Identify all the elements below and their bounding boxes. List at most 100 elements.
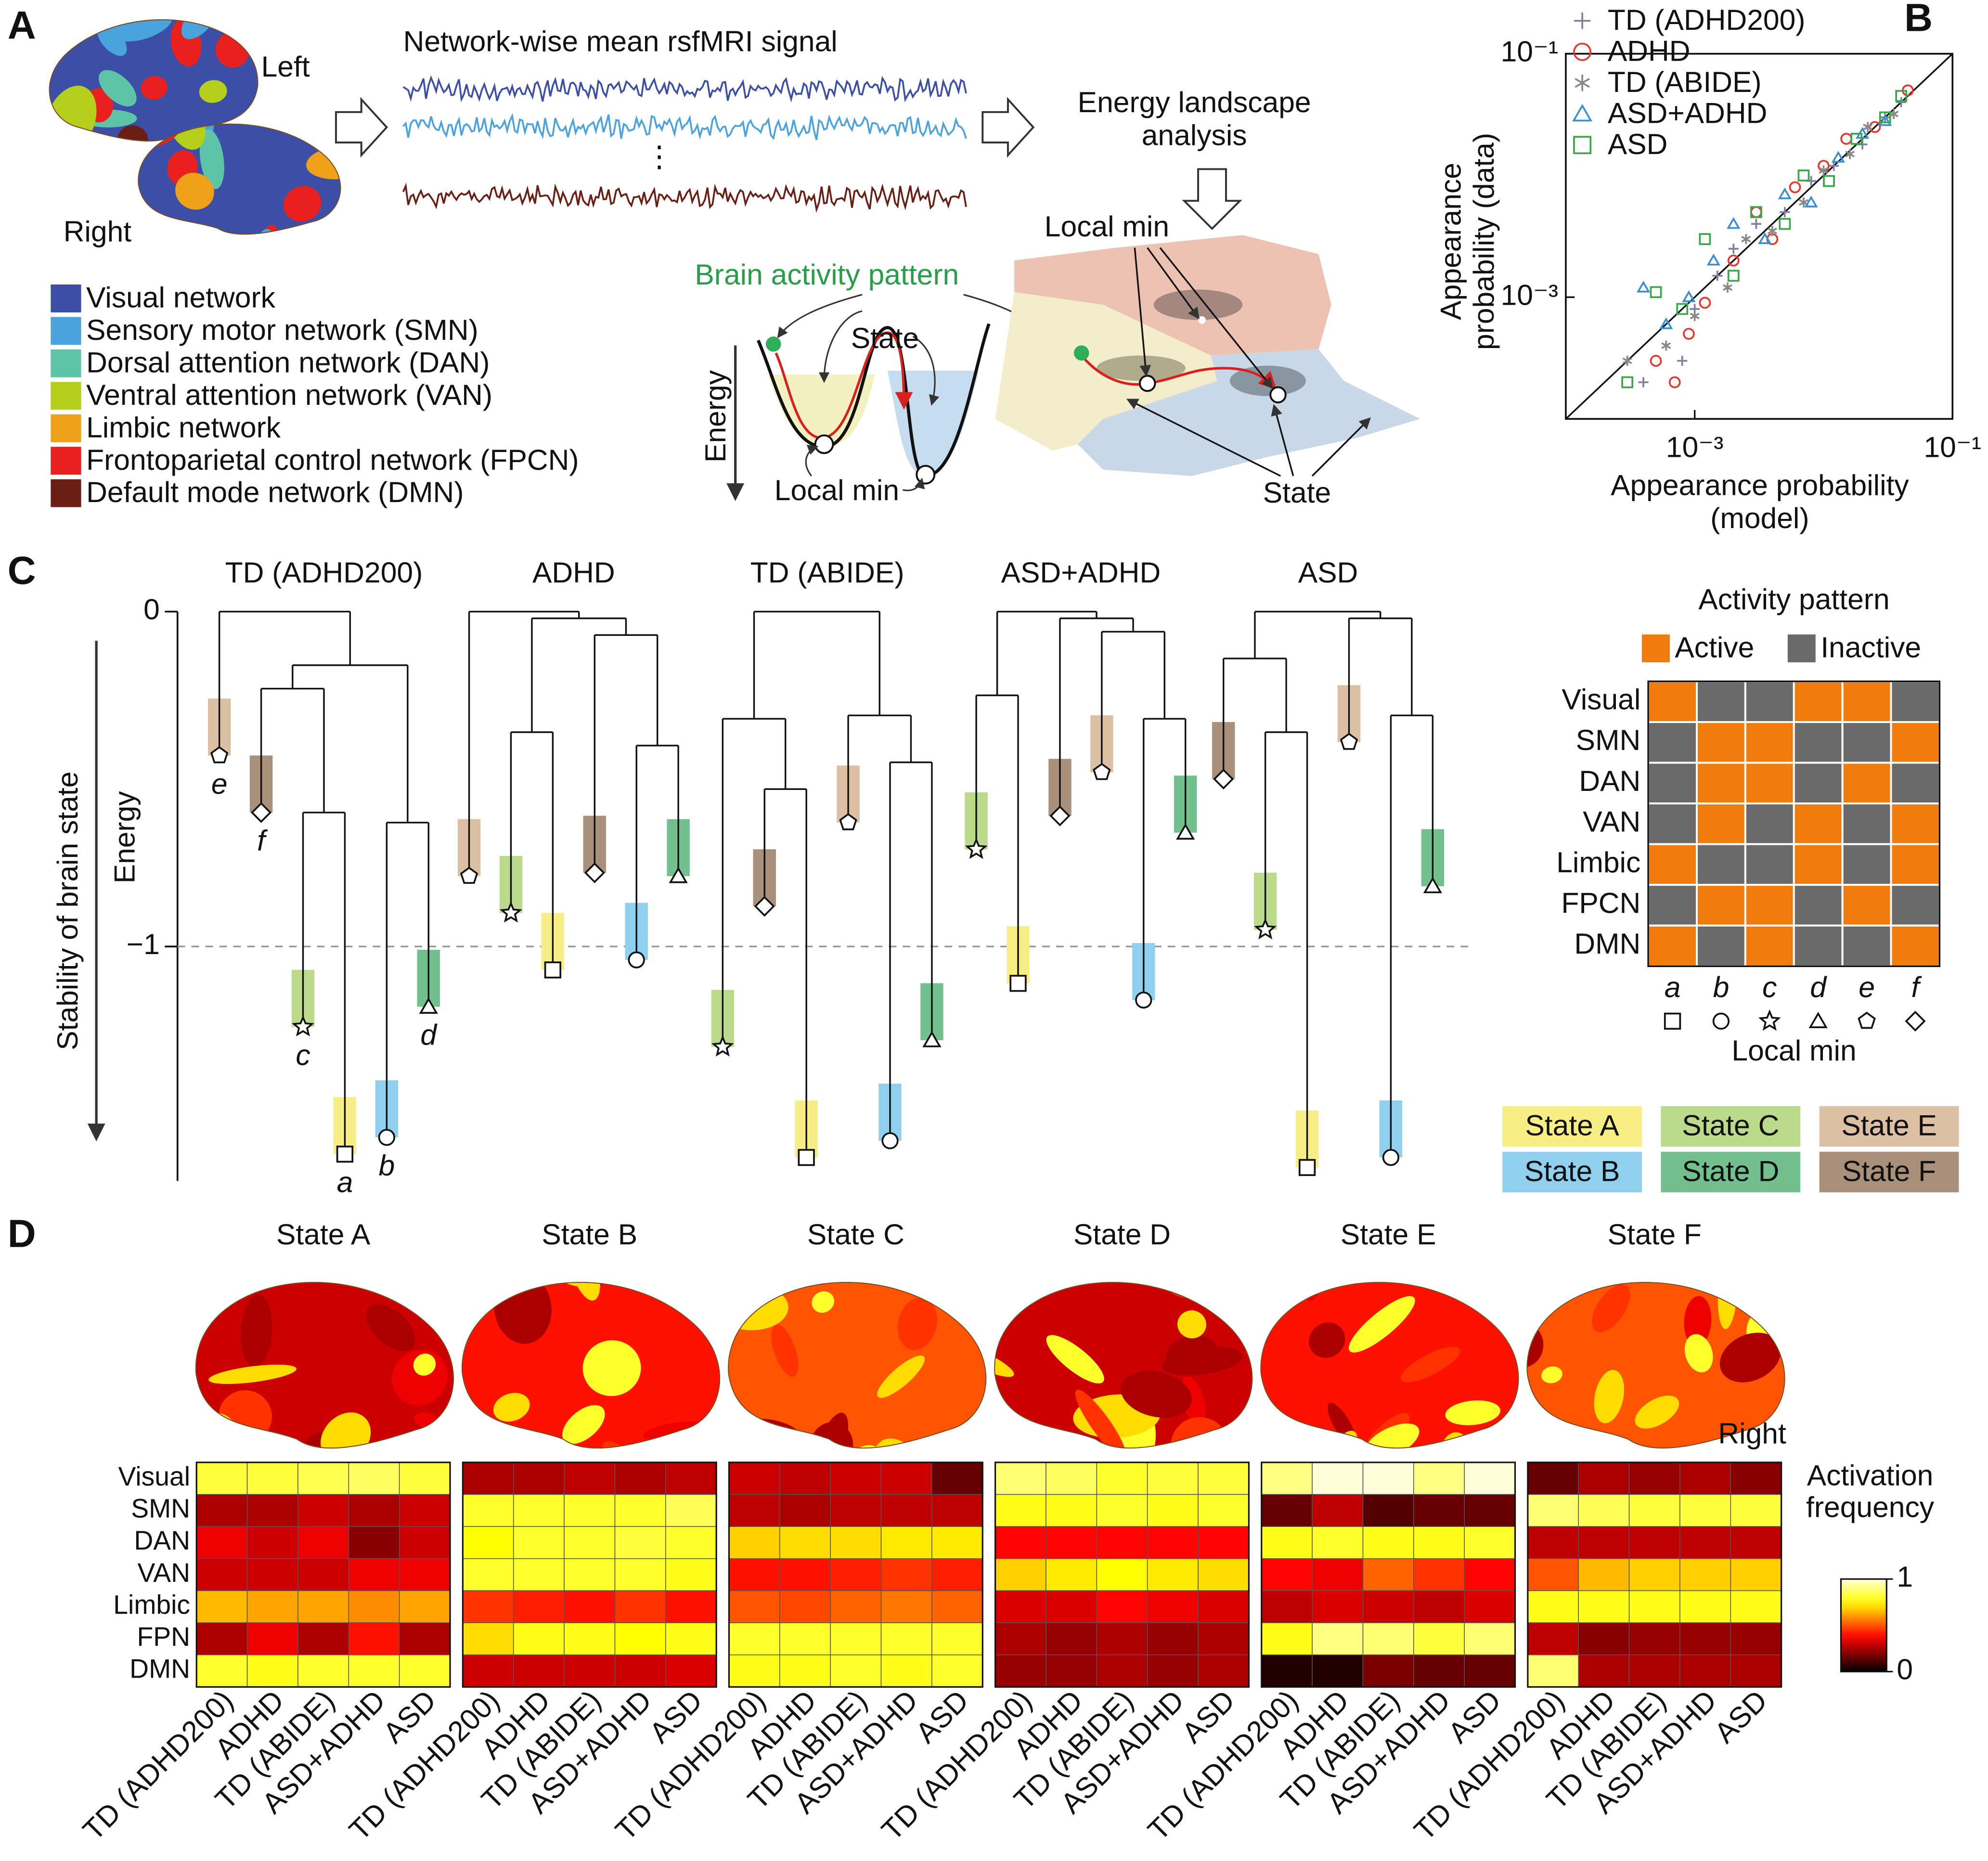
heatmap-cell bbox=[1527, 1622, 1579, 1655]
matrix-cell bbox=[1696, 680, 1746, 723]
matrix-cell bbox=[1696, 762, 1746, 805]
brain-surface bbox=[1526, 1282, 1785, 1449]
pointer bbox=[777, 294, 863, 338]
legend-label: ASD+ADHD bbox=[1608, 96, 1768, 129]
column-label: a bbox=[1665, 970, 1681, 1003]
brain-patch bbox=[1309, 1322, 1345, 1358]
legend-marker bbox=[1573, 136, 1592, 155]
scatter-point bbox=[1840, 132, 1853, 145]
heatmap-cell bbox=[665, 1654, 717, 1688]
local-min-marker bbox=[922, 1031, 942, 1047]
arrow bbox=[981, 97, 1035, 158]
legend-label: Default mode network (DMN) bbox=[86, 476, 464, 508]
matrix-cell bbox=[1793, 843, 1844, 886]
heatmap-cell bbox=[1261, 1494, 1313, 1527]
heatmap-cell bbox=[564, 1622, 616, 1655]
brain-patch bbox=[1684, 1296, 1712, 1347]
heatmap-cell bbox=[728, 1494, 780, 1527]
heatmap-cell bbox=[297, 1494, 349, 1527]
row-label: VAN bbox=[1583, 805, 1640, 838]
matrix-cell bbox=[1841, 762, 1892, 805]
heatmap-cell bbox=[1198, 1526, 1250, 1559]
heatmap-cell bbox=[1730, 1654, 1782, 1688]
brain-patch bbox=[99, 70, 137, 107]
matrix-cell bbox=[1696, 924, 1746, 968]
y-tick-label: 10⁻³ bbox=[1501, 278, 1559, 311]
matrix-cell bbox=[1793, 680, 1844, 723]
heatmap-frame bbox=[195, 1461, 451, 1688]
column-label: e bbox=[1859, 970, 1875, 1003]
heatmap-cell bbox=[1147, 1654, 1199, 1688]
pointer bbox=[1271, 404, 1294, 477]
local-min-marker bbox=[1382, 1149, 1400, 1166]
analysis-label: analysis bbox=[1142, 118, 1247, 151]
heatmap-cell bbox=[994, 1462, 1046, 1495]
scatter-point bbox=[1659, 317, 1673, 329]
scatter-point bbox=[1831, 151, 1846, 163]
arrow bbox=[335, 97, 388, 158]
heatmap-cell bbox=[1046, 1590, 1097, 1623]
signal-trace bbox=[402, 113, 967, 141]
brain bbox=[994, 1282, 1253, 1449]
heatmap-cell bbox=[779, 1654, 831, 1688]
heatmap-cell bbox=[399, 1622, 451, 1655]
brain-patch bbox=[175, 172, 214, 210]
column-marker bbox=[1808, 1011, 1828, 1028]
scatter-point bbox=[1780, 207, 1790, 218]
heatmap-cell bbox=[614, 1526, 666, 1559]
colorbar bbox=[1840, 1578, 1887, 1673]
group-title: TD (ADHD200) bbox=[225, 556, 423, 589]
local-min-marker bbox=[754, 896, 775, 917]
legend-swatch bbox=[51, 479, 81, 507]
heatmap-cell bbox=[348, 1526, 400, 1559]
heatmap-cell bbox=[1413, 1654, 1465, 1688]
energy-label: Energy bbox=[699, 370, 732, 463]
heatmap-cell bbox=[1679, 1462, 1731, 1495]
brain-patch bbox=[1592, 1284, 1630, 1332]
state-title: State F bbox=[1608, 1218, 1702, 1251]
heatmap-cell bbox=[1628, 1622, 1680, 1655]
heatmap-cell bbox=[1261, 1526, 1313, 1559]
state-legend-box bbox=[1661, 1106, 1801, 1147]
scatter-point bbox=[1650, 355, 1662, 367]
local-min-marker bbox=[210, 746, 229, 763]
brain-patch bbox=[241, 1294, 272, 1367]
min-label: c bbox=[296, 1038, 310, 1071]
brain-patch bbox=[106, 19, 174, 42]
heatmap-cell bbox=[1198, 1622, 1250, 1655]
heatmap-cell bbox=[614, 1462, 666, 1495]
heatmap-cell bbox=[348, 1654, 400, 1688]
heatmap-cell bbox=[994, 1494, 1046, 1527]
local-min-marker bbox=[584, 862, 605, 883]
scatter-point bbox=[1850, 132, 1863, 145]
heatmap-cell bbox=[564, 1654, 616, 1688]
heatmap-cell bbox=[1312, 1526, 1364, 1559]
heatmap-cell bbox=[1679, 1622, 1731, 1655]
local-min-dot bbox=[814, 434, 834, 454]
brain-patch bbox=[97, 24, 127, 56]
local-min-marker bbox=[500, 901, 522, 923]
heatmap-cell bbox=[196, 1526, 248, 1559]
legend-label: Visual network bbox=[86, 281, 276, 314]
local-min-marker bbox=[1340, 733, 1358, 750]
state-legend-box bbox=[1502, 1106, 1642, 1147]
heatmap-cell bbox=[348, 1558, 400, 1591]
state-legend-label: State D bbox=[1682, 1154, 1779, 1187]
scatter-point bbox=[1676, 303, 1689, 315]
heatmap-cell bbox=[513, 1590, 565, 1623]
scatter-point bbox=[1728, 244, 1739, 254]
heatmap-cell bbox=[1261, 1654, 1313, 1688]
heatmap-cell bbox=[399, 1558, 451, 1591]
panel-label: B bbox=[1904, 0, 1933, 40]
heatmap-cell bbox=[880, 1558, 932, 1591]
legend-label: Active bbox=[1675, 631, 1754, 664]
brain-patch bbox=[141, 76, 168, 100]
heatmap-cell bbox=[994, 1590, 1046, 1623]
heatmap-cell bbox=[779, 1462, 831, 1495]
scatter-point bbox=[1863, 122, 1873, 132]
brain-patch bbox=[1177, 1310, 1207, 1339]
heatmap-cell bbox=[513, 1526, 565, 1559]
legend-label: Frontoparietal control network (FPCN) bbox=[86, 443, 579, 476]
signal-title: Network-wise mean rsfMRI signal bbox=[403, 25, 838, 58]
legend-swatch bbox=[51, 349, 81, 377]
